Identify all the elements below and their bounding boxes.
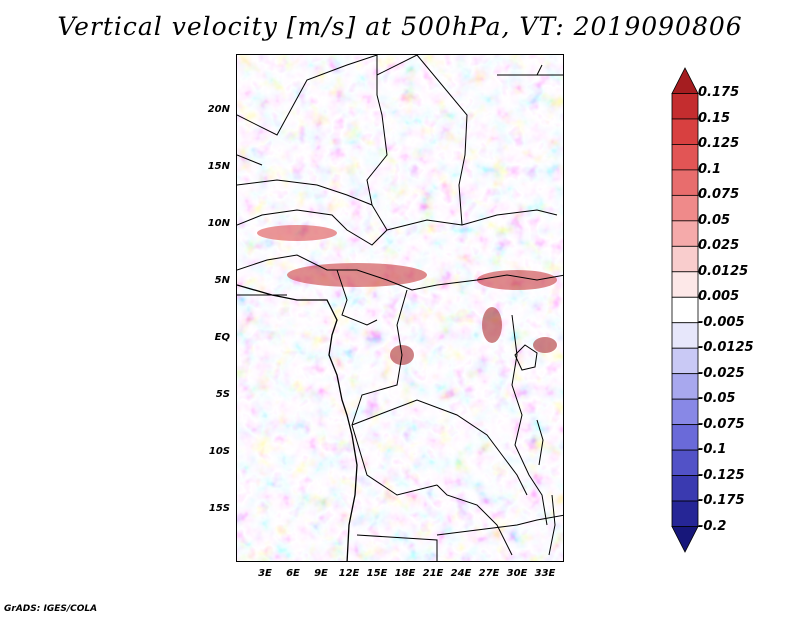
lon-label-18e: 18E xyxy=(394,568,416,579)
boundary-line xyxy=(237,254,563,291)
lon-label-27e: 27E xyxy=(478,568,500,579)
lake-shape xyxy=(548,494,556,556)
colorbar-tick-label: 0.025 xyxy=(698,238,740,254)
colorbar-segment xyxy=(671,475,699,502)
lat-label-5s: 5S xyxy=(215,389,230,400)
coastline-path xyxy=(237,284,358,561)
colorbar-tick-label: -0.175 xyxy=(698,493,745,509)
lon-label-24e: 24E xyxy=(450,568,472,579)
country-boundaries xyxy=(237,55,563,561)
colorbar-tick-label: -0.025 xyxy=(698,365,745,381)
boundary-line xyxy=(356,534,438,561)
colorbar-segment xyxy=(671,500,699,527)
boundary-line xyxy=(336,269,378,326)
colorbar-segment xyxy=(671,322,699,349)
colorbar-segment xyxy=(671,398,699,426)
boundary-line xyxy=(237,154,287,296)
vertical-velocity-field xyxy=(237,55,563,561)
colorbar-tick-label: -0.2 xyxy=(698,518,727,534)
colorbar-segment xyxy=(671,93,699,120)
colorbar-tick-label: -0.005 xyxy=(698,314,745,330)
colorbar-segment xyxy=(671,424,699,451)
velocity-noise-field xyxy=(237,55,563,561)
lat-label-eq: EQ xyxy=(214,332,230,343)
colorbar-segment xyxy=(671,118,699,145)
lat-label-5n: 5N xyxy=(214,275,230,286)
colorbar-segment xyxy=(671,67,699,94)
colorbar-segment xyxy=(671,169,699,196)
lon-label-21e: 21E xyxy=(422,568,444,579)
colorbar-segment xyxy=(671,373,699,400)
colorbar-segment xyxy=(671,245,699,273)
colorbar-segment xyxy=(671,194,699,222)
coastline xyxy=(237,284,358,561)
boundary-line xyxy=(376,55,468,226)
boundary-line xyxy=(237,55,378,136)
colorbar-tick-label: -0.075 xyxy=(698,416,745,432)
lon-label-9e: 9E xyxy=(314,568,328,579)
lon-label-30e: 30E xyxy=(506,568,528,579)
colorbar-tick-label: 0.0125 xyxy=(698,263,749,279)
lon-label-12e: 12E xyxy=(338,568,360,579)
lon-label-33e: 33E xyxy=(534,568,556,579)
colorbar-tick-label: 0.15 xyxy=(698,110,731,126)
lake-shape xyxy=(536,419,544,466)
colorbar-segment xyxy=(671,449,699,476)
colorbar-segment xyxy=(671,526,699,553)
colorbar-tick-label: -0.1 xyxy=(698,442,727,458)
colorbar-segment xyxy=(671,271,699,298)
lat-label-10s: 10S xyxy=(208,446,230,457)
lon-label-3e: 3E xyxy=(258,568,272,579)
colorbar-tick-label: 0.175 xyxy=(698,85,740,101)
colorbar-tick-label: -0.125 xyxy=(698,467,745,483)
lat-label-20n: 20N xyxy=(207,104,230,115)
lat-label-10n: 10N xyxy=(207,218,230,229)
boundary-line xyxy=(351,399,528,496)
map-title: Vertical velocity [m/s] at 500hPa, VT: 2… xyxy=(57,12,743,41)
lakes xyxy=(514,344,556,556)
lon-label-15e: 15E xyxy=(366,568,388,579)
colorbar-segment xyxy=(671,296,699,324)
boundary-line xyxy=(351,289,438,496)
boundary-line xyxy=(436,484,513,556)
boundary-line xyxy=(386,209,558,231)
colorbar-tick-label: 0.05 xyxy=(698,212,731,228)
software-credit: GrADS: IGES/COLA xyxy=(4,604,98,614)
boundary-line xyxy=(497,64,563,76)
colorbar-tick-label: -0.0125 xyxy=(698,340,754,356)
colorbar-tick-label: 0.005 xyxy=(698,289,740,305)
lake-shape xyxy=(514,344,538,371)
colorbar-segment xyxy=(671,144,699,171)
boundary-line xyxy=(237,179,373,206)
colorbar-segment xyxy=(671,220,699,247)
lon-label-6e: 6E xyxy=(286,568,300,579)
colorbar-tick-label: 0.1 xyxy=(698,161,722,177)
map-panel xyxy=(236,54,564,562)
colorbar-segment xyxy=(671,347,699,375)
colorbar-tick-label: 0.125 xyxy=(698,136,740,152)
colorbar-tick-label: 0.075 xyxy=(698,187,740,203)
boundary-line xyxy=(436,514,563,536)
lat-label-15s: 15S xyxy=(208,503,230,514)
boundary-line xyxy=(511,314,548,526)
lat-label-15n: 15N xyxy=(207,161,230,172)
colorbar xyxy=(671,67,699,553)
boundary-line xyxy=(237,209,388,246)
colorbar-tick-label: -0.05 xyxy=(698,391,736,407)
